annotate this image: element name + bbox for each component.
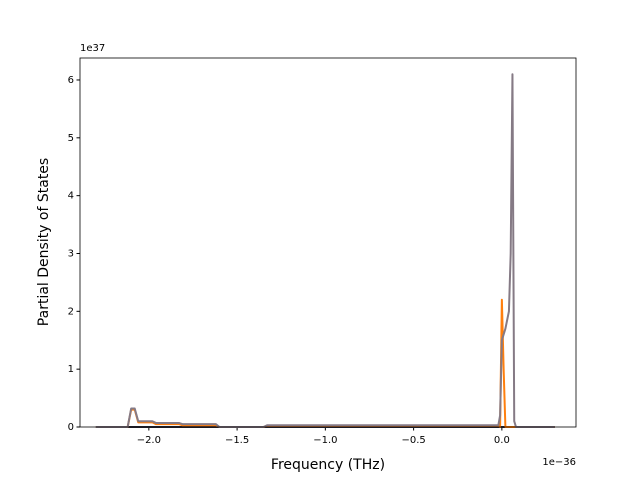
x-tick-label: −1.5 (225, 435, 249, 446)
x-tick-label: 0.0 (494, 435, 510, 446)
x-tick-label: −0.5 (401, 435, 425, 446)
x-axis-label: Frequency (THz) (271, 457, 385, 473)
x-offset-label: 1e−36 (542, 457, 576, 468)
x-tick-label: −1.0 (313, 435, 337, 446)
x-tick-label: −2.0 (137, 435, 161, 446)
y-tick-label: 0 (68, 422, 74, 433)
y-offset-label: 1e37 (80, 43, 105, 54)
y-axis-label: Partial Density of States (36, 158, 52, 326)
y-tick-label: 1 (68, 364, 74, 375)
plot-frame (79, 57, 577, 428)
y-tick-label: 4 (68, 191, 74, 202)
y-tick-label: 2 (68, 306, 74, 317)
y-tick-label: 6 (68, 75, 74, 86)
y-tick-label: 5 (68, 133, 74, 144)
y-tick-label: 3 (68, 248, 74, 259)
